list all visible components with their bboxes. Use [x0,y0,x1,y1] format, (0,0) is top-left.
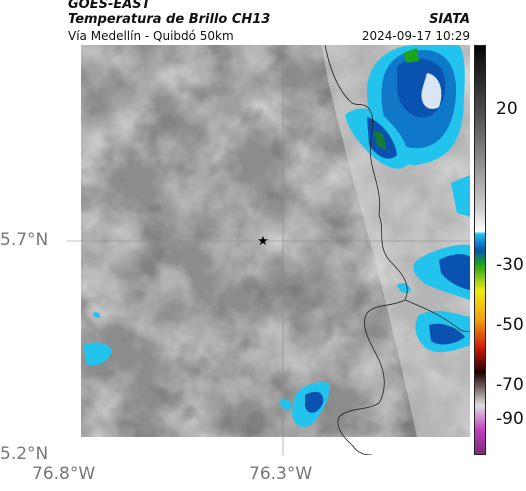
cold-cloud-north-east [345,45,470,217]
colorbar-tick-label: -90 [496,409,524,429]
brightness-temperature-map: ★ [67,45,470,455]
colorbar-tick-label: -30 [496,255,524,275]
lon-tick-label: 76.3°W [249,464,313,484]
colorbar-tick-label: 20 [496,99,518,119]
cold-cloud-west [83,312,112,366]
star-icon: ★ [257,234,269,249]
lon-tick-label: 76.8°W [32,464,96,484]
agency-label: SIATA [429,12,470,27]
product-title: Temperatura de Brillo CH13 [68,12,271,27]
colorbar-tick-label: -70 [496,375,524,395]
department-boundary [324,45,470,455]
colorbar-tick-label: -50 [496,315,524,335]
lat-tick-label: 5.7°N [0,230,49,250]
temperature-colorbar [474,45,486,455]
cold-cloud-east [397,244,470,353]
cold-cloud-south [279,382,330,427]
region-subtitle: Vía Medellín - Quibdó 50km [68,29,234,43]
timestamp: 2024-09-17 10:29 [361,29,470,43]
satellite-title: GOES-EAST [68,0,151,12]
lat-tick-label: 5.2°N [0,444,49,464]
